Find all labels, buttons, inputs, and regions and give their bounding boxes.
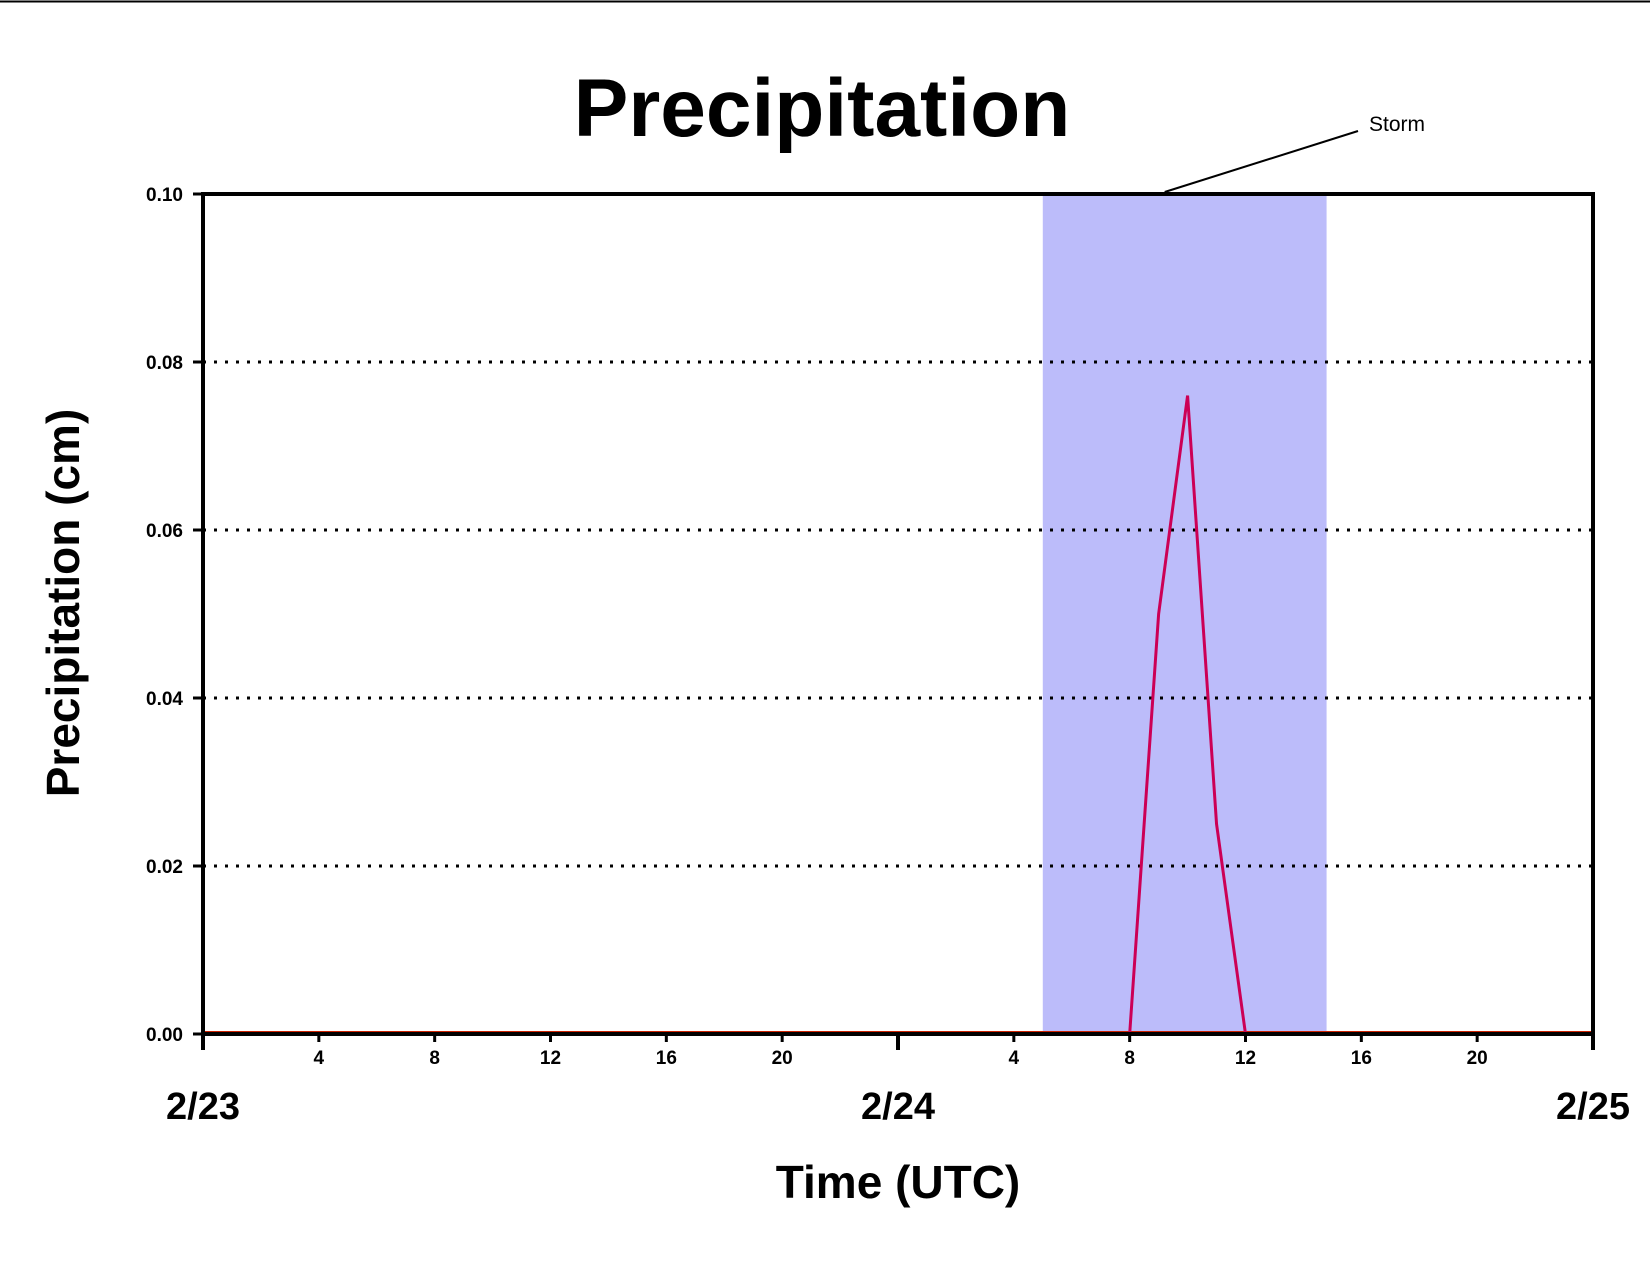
x-tick-label-8: 16 bbox=[1351, 1048, 1372, 1069]
y-tick-label-3: 0.06 bbox=[146, 521, 183, 542]
x-tick-label-5: 4 bbox=[1009, 1048, 1020, 1069]
y-axis-title: Precipitation (cm) bbox=[37, 409, 89, 798]
precipitation-series-line bbox=[203, 396, 1593, 1034]
y-tick-label-5: 0.10 bbox=[146, 185, 183, 206]
x-axis-title: Time (UTC) bbox=[776, 1156, 1021, 1208]
x-tick-label-7: 12 bbox=[1235, 1048, 1256, 1069]
x-tick-label-4: 20 bbox=[772, 1048, 793, 1069]
date-label-2: 2/25 bbox=[1556, 1086, 1630, 1128]
y-tick-label-0: 0.00 bbox=[146, 1025, 183, 1046]
storm-label: Storm bbox=[1369, 113, 1425, 136]
y-tick-label-2: 0.04 bbox=[146, 689, 183, 710]
x-tick-label-6: 8 bbox=[1124, 1048, 1135, 1069]
x-tick-label-0: 4 bbox=[314, 1048, 325, 1069]
y-tick-label-4: 0.08 bbox=[146, 353, 183, 374]
storm-callout-line bbox=[1165, 131, 1358, 192]
y-tick-label-1: 0.02 bbox=[146, 857, 183, 878]
date-label-0: 2/23 bbox=[166, 1086, 240, 1128]
x-tick-label-2: 12 bbox=[540, 1048, 561, 1069]
chart-title: Precipitation bbox=[574, 63, 1071, 154]
x-tick-label-3: 16 bbox=[656, 1048, 677, 1069]
storm-band bbox=[1043, 194, 1327, 1034]
date-label-1: 2/24 bbox=[861, 1086, 935, 1128]
plot-frame bbox=[203, 194, 1593, 1034]
x-tick-label-1: 8 bbox=[429, 1048, 440, 1069]
x-tick-label-9: 20 bbox=[1467, 1048, 1488, 1069]
